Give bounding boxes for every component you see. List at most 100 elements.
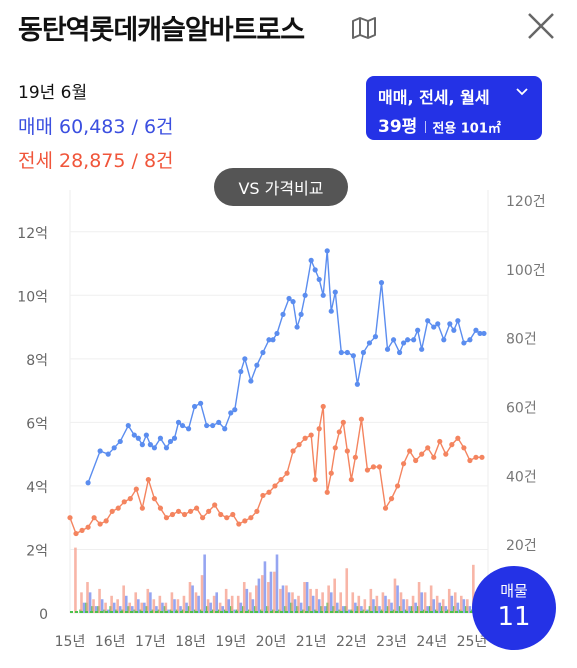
volume-bar-jeonse bbox=[375, 595, 379, 613]
volume-bar-jeonse bbox=[152, 599, 156, 613]
price-chart: 0 2억 4억 6억 8억 10억 12억 20건 40건 60건 80건 100건 120건 15년 16… bbox=[0, 190, 577, 664]
sale-price-point bbox=[344, 349, 350, 356]
sale-price-point bbox=[260, 349, 266, 356]
y-right-tick-label: 60건 bbox=[506, 401, 537, 417]
volume-bar-jeonse bbox=[140, 602, 144, 613]
volume-bar-jeonse bbox=[466, 599, 469, 613]
price-chart-svg: 0 2억 4억 6억 8억 10억 12억 20건 40건 60건 80건 100건 120건 15년 16… bbox=[17, 190, 546, 650]
jeonse-price-point bbox=[312, 476, 318, 483]
sale-price-point bbox=[481, 330, 487, 337]
sale-price-point bbox=[312, 267, 318, 273]
volume-bar-sale bbox=[426, 606, 430, 613]
volume-bar-jeonse bbox=[230, 595, 234, 613]
x-tick-label: 16년 bbox=[95, 634, 126, 650]
volume-bar-sale bbox=[167, 609, 170, 613]
sale-price-point bbox=[210, 422, 216, 429]
volume-bar-jeonse bbox=[212, 595, 216, 613]
volume-bar-jeonse bbox=[146, 588, 150, 613]
volume-bar-jeonse bbox=[80, 592, 83, 613]
volume-bar-jeonse bbox=[393, 578, 397, 613]
jeonse-price-point bbox=[109, 508, 115, 514]
volume-bar-sale bbox=[408, 606, 411, 613]
volume-bar-jeonse bbox=[303, 582, 306, 613]
volume-bar-sale bbox=[263, 561, 267, 613]
volume-bar-sale bbox=[221, 606, 225, 613]
deal-type-filter-button[interactable]: 매매, 전세, 월세 39평 전용 101㎡ bbox=[366, 76, 542, 140]
volume-bar-jeonse bbox=[128, 602, 131, 613]
x-tick-label: 17년 bbox=[135, 634, 166, 650]
volume-bar-sale bbox=[197, 595, 200, 613]
map-icon[interactable] bbox=[350, 16, 378, 40]
volume-bar-jeonse bbox=[188, 582, 192, 613]
sale-price-point bbox=[151, 445, 158, 451]
x-tick-label: 24년 bbox=[416, 634, 447, 650]
sale-price-point bbox=[105, 451, 111, 457]
close-icon[interactable] bbox=[525, 10, 557, 42]
volume-bar-sale bbox=[432, 599, 436, 613]
volume-bar-sale bbox=[143, 602, 146, 613]
volume-bar-sale bbox=[251, 599, 255, 613]
volume-bar-sale bbox=[82, 602, 86, 613]
jeonse-price-point bbox=[115, 505, 121, 511]
sale-price-point bbox=[198, 400, 204, 406]
volume-bar-sale bbox=[245, 588, 249, 613]
volume-bar-jeonse bbox=[447, 588, 451, 613]
jeonse-price-point bbox=[431, 454, 437, 460]
sale-price-point bbox=[447, 321, 453, 327]
jeonse-price-point bbox=[206, 508, 212, 514]
jeonse-price-point bbox=[443, 451, 449, 457]
jeonse-price-point bbox=[336, 429, 342, 435]
jeonse-price-point bbox=[290, 448, 296, 454]
y-left-tick-label: 12억 bbox=[17, 226, 48, 242]
jeonse-price-point bbox=[194, 505, 200, 511]
volume-bar-jeonse bbox=[104, 602, 107, 613]
y-left-tick-label: 4억 bbox=[26, 480, 48, 496]
listings-button[interactable]: 매물 11 bbox=[472, 566, 556, 650]
compare-price-button[interactable]: VS 가격비교 bbox=[214, 168, 348, 206]
sale-price-point bbox=[125, 422, 131, 429]
jeonse-price-point bbox=[260, 492, 266, 499]
jeonse-price-point bbox=[364, 467, 371, 473]
volume-bar-sale bbox=[227, 599, 231, 613]
jeonse-price-point bbox=[139, 505, 145, 511]
volume-bar-sale bbox=[94, 606, 98, 613]
jeonse-price-point bbox=[248, 515, 254, 521]
volume-bar-jeonse bbox=[182, 595, 186, 613]
jeonse-price-point bbox=[254, 508, 260, 514]
jeonse-price-point bbox=[163, 515, 170, 521]
sale-price-point bbox=[216, 419, 222, 425]
jeonse-price-point bbox=[85, 524, 91, 530]
y-right-tick-label: 120건 bbox=[506, 194, 546, 210]
volume-bar-sale bbox=[239, 602, 243, 613]
jeonse-price-point bbox=[181, 511, 188, 518]
sale-price-point bbox=[242, 356, 248, 362]
volume-bar-sale bbox=[311, 595, 315, 613]
sale-price-point bbox=[157, 435, 164, 441]
volume-bar-jeonse bbox=[279, 588, 282, 613]
sale-price-point bbox=[238, 368, 244, 375]
volume-bar-sale bbox=[112, 602, 116, 613]
volume-bar-sale bbox=[106, 609, 110, 613]
volume-bar-jeonse bbox=[194, 592, 198, 613]
sale-price-point bbox=[280, 311, 286, 317]
sale-price-point bbox=[350, 353, 356, 359]
jeonse-price-point bbox=[479, 454, 485, 460]
jeonse-price-point bbox=[97, 521, 103, 527]
volume-bar-jeonse bbox=[399, 592, 403, 613]
divider bbox=[425, 121, 427, 133]
sale-price-point bbox=[396, 349, 403, 356]
jeonse-price-point bbox=[413, 457, 419, 464]
sale-price-point bbox=[163, 445, 170, 451]
jeonse-price-point bbox=[320, 403, 326, 410]
jeonse-price-point bbox=[127, 496, 133, 502]
sale-price-point bbox=[97, 448, 103, 454]
volume-bar-jeonse bbox=[363, 599, 367, 613]
volume-bar-sale bbox=[360, 606, 363, 613]
volume-bar-jeonse bbox=[261, 575, 264, 613]
jeonse-price-point bbox=[382, 505, 389, 511]
sale-price-point bbox=[175, 419, 182, 425]
sale-price-point bbox=[222, 426, 228, 432]
volume-bar-jeonse bbox=[170, 592, 174, 613]
jeonse-price-point bbox=[352, 454, 358, 460]
volume-bar-sale bbox=[287, 592, 291, 613]
